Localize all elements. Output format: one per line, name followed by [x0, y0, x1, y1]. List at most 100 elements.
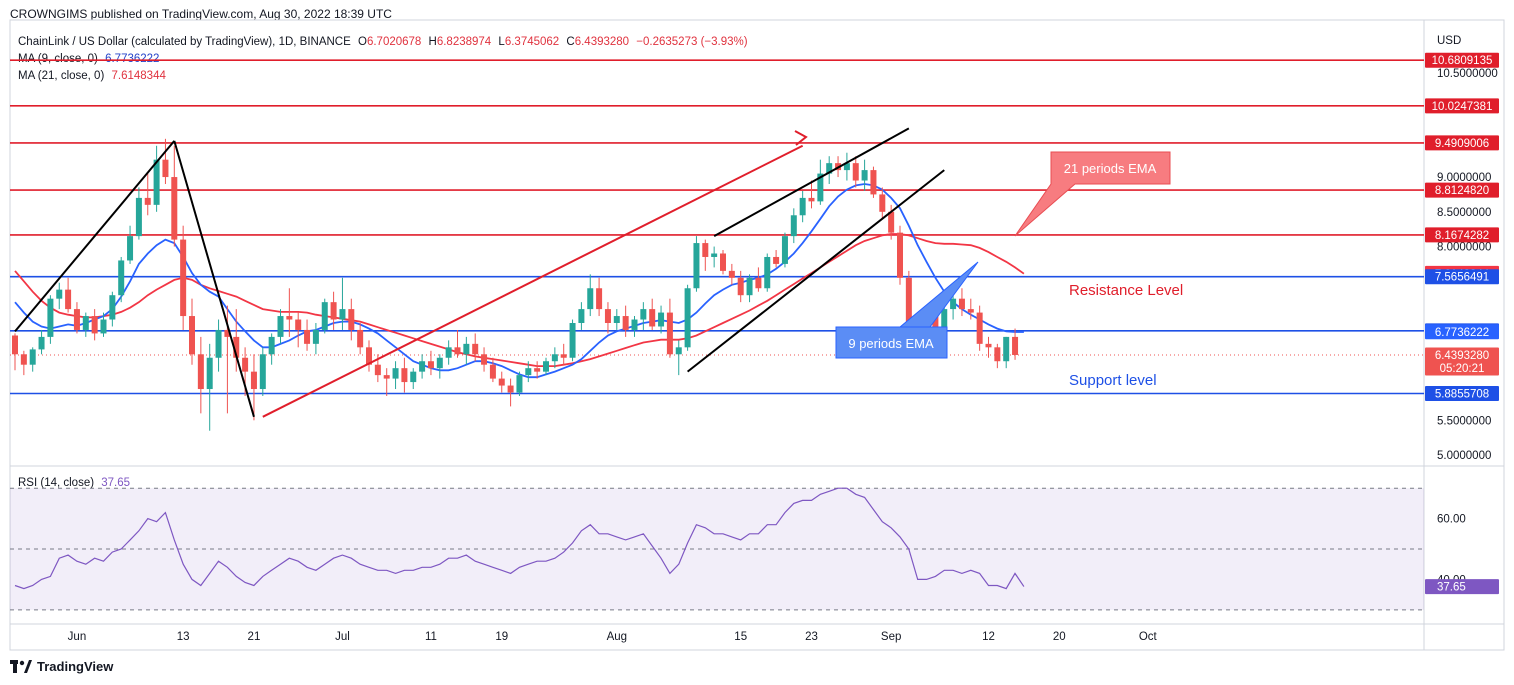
- symbol-description[interactable]: ChainLink / US Dollar (calculated by Tra…: [18, 36, 351, 48]
- candle[interactable]: [781, 232, 788, 268]
- candle[interactable]: [38, 329, 45, 355]
- candle[interactable]: [543, 357, 549, 376]
- ma21-legend[interactable]: MA (21, close, 0) 7.6148344: [18, 70, 170, 82]
- candle[interactable]: [516, 371, 523, 396]
- candle[interactable]: [312, 323, 319, 355]
- candle[interactable]: [711, 246, 718, 268]
- candle[interactable]: [746, 274, 753, 303]
- candle[interactable]: [861, 159, 868, 191]
- candle[interactable]: [286, 288, 293, 337]
- candle[interactable]: [259, 347, 266, 396]
- candle[interactable]: [649, 298, 656, 330]
- candle[interactable]: [463, 336, 470, 365]
- candle[interactable]: [897, 225, 903, 285]
- candle[interactable]: [658, 305, 665, 334]
- candle[interactable]: [20, 350, 27, 376]
- candle[interactable]: [144, 173, 151, 216]
- candle[interactable]: [693, 236, 700, 292]
- candle[interactable]: [127, 225, 134, 264]
- candle[interactable]: [613, 309, 620, 330]
- candle[interactable]: [720, 250, 726, 275]
- candle[interactable]: [250, 354, 257, 421]
- candle[interactable]: [675, 340, 682, 376]
- candle[interactable]: [596, 277, 603, 317]
- candle[interactable]: [29, 347, 36, 372]
- candle[interactable]: [534, 361, 541, 379]
- candle[interactable]: [153, 145, 160, 212]
- candle[interactable]: [197, 336, 204, 414]
- candle[interactable]: [870, 166, 877, 198]
- candle[interactable]: [348, 298, 355, 341]
- candle[interactable]: [65, 277, 72, 313]
- candle[interactable]: [773, 250, 780, 268]
- candle[interactable]: [118, 256, 125, 303]
- candle[interactable]: [498, 371, 505, 393]
- candle[interactable]: [958, 288, 965, 317]
- candle[interactable]: [268, 333, 275, 365]
- candle[interactable]: [321, 298, 328, 334]
- candle[interactable]: [728, 263, 735, 285]
- candle[interactable]: [366, 340, 372, 372]
- candle[interactable]: [454, 329, 461, 358]
- candle[interactable]: [73, 302, 80, 334]
- candle[interactable]: [976, 305, 983, 351]
- candle[interactable]: [843, 152, 850, 181]
- candle[interactable]: [569, 319, 576, 362]
- candle[interactable]: [410, 368, 417, 390]
- candle[interactable]: [392, 361, 399, 390]
- candle[interactable]: [1012, 328, 1019, 360]
- candle[interactable]: [826, 156, 833, 184]
- candle[interactable]: [764, 253, 771, 292]
- candle[interactable]: [109, 291, 116, 327]
- candle[interactable]: [808, 180, 815, 209]
- candle[interactable]: [189, 298, 195, 365]
- candle[interactable]: [799, 190, 806, 223]
- candle[interactable]: [994, 343, 1001, 369]
- candle[interactable]: [472, 333, 479, 362]
- candle[interactable]: [1003, 336, 1010, 369]
- candle[interactable]: [82, 312, 89, 337]
- candle[interactable]: [180, 225, 187, 330]
- candle[interactable]: [950, 295, 957, 320]
- candle[interactable]: [578, 302, 585, 330]
- candle[interactable]: [12, 333, 18, 371]
- candle[interactable]: [587, 274, 594, 317]
- candle[interactable]: [967, 298, 974, 320]
- candle[interactable]: [604, 302, 611, 334]
- candle[interactable]: [622, 305, 629, 337]
- candle[interactable]: [436, 354, 443, 379]
- candle[interactable]: [631, 316, 638, 337]
- candle[interactable]: [277, 309, 284, 344]
- candle[interactable]: [525, 361, 532, 383]
- candle[interactable]: [383, 368, 390, 396]
- candle[interactable]: [100, 312, 107, 337]
- candle[interactable]: [489, 357, 496, 383]
- candle[interactable]: [852, 156, 859, 188]
- candle[interactable]: [233, 309, 240, 372]
- candle[interactable]: [357, 323, 364, 355]
- candle[interactable]: [790, 208, 797, 244]
- candle[interactable]: [427, 350, 434, 376]
- candle[interactable]: [551, 347, 558, 369]
- candle[interactable]: [304, 319, 311, 351]
- candle[interactable]: [445, 340, 452, 365]
- candle[interactable]: [985, 336, 992, 358]
- candle[interactable]: [215, 319, 222, 372]
- candle[interactable]: [56, 282, 63, 310]
- candle[interactable]: [666, 298, 673, 358]
- candle[interactable]: [135, 187, 142, 240]
- candle[interactable]: [91, 309, 98, 341]
- candle[interactable]: [684, 284, 691, 351]
- candle[interactable]: [419, 354, 426, 379]
- candle[interactable]: [879, 187, 886, 219]
- candle[interactable]: [702, 239, 709, 271]
- candle[interactable]: [162, 138, 169, 184]
- candle[interactable]: [339, 277, 346, 330]
- candle[interactable]: [737, 270, 744, 303]
- candle[interactable]: [560, 343, 567, 365]
- candle[interactable]: [206, 343, 213, 431]
- candle[interactable]: [171, 145, 178, 247]
- candle[interactable]: [401, 357, 408, 393]
- candle[interactable]: [330, 291, 337, 330]
